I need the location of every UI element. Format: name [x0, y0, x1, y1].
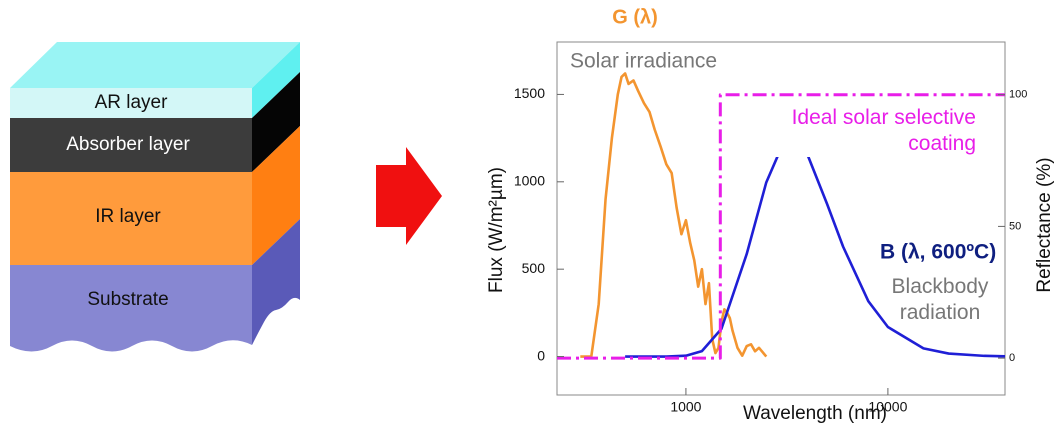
series-line	[557, 93, 1005, 360]
x-tick-label: 10000	[868, 399, 907, 415]
top-face	[10, 42, 300, 88]
y-tick-label: 0	[537, 347, 545, 363]
series-label: Blackbody radiation	[891, 275, 989, 324]
x-axis-label: Wavelength (nm)	[743, 403, 887, 424]
series-label: Ideal solar selective coating	[726, 105, 976, 157]
series-label: Solar irradiance	[570, 50, 717, 73]
y2-tick-label: 50	[1009, 220, 1021, 232]
layer-diagram: AR layer Absorber layer IR layer Substra…	[10, 42, 300, 352]
annotation: G (λ)	[612, 6, 658, 28]
ar-layer	[10, 88, 252, 118]
arrow	[376, 147, 442, 245]
series-line	[580, 72, 768, 358]
y-tick-label: 1000	[514, 173, 545, 189]
plot-frame	[556, 41, 1006, 396]
layer-label: Substrate	[87, 289, 168, 310]
layer-label: Absorber layer	[66, 134, 190, 155]
absorber-layer	[10, 118, 252, 172]
ir-side	[252, 126, 300, 265]
ar-side	[252, 42, 300, 118]
layer-label: IR layer	[95, 206, 161, 227]
y-axis-label: Flux (W/m²µm)	[486, 167, 507, 293]
ir-layer	[10, 172, 252, 265]
y-tick-label: 500	[522, 260, 546, 276]
layer-label: AR layer	[95, 92, 169, 113]
absorber-side	[252, 72, 300, 172]
x-tick-label: 1000	[670, 399, 701, 415]
annotation: B (λ, 600ºC)	[880, 241, 996, 264]
y2-axis-label: Reflectance (%)	[1034, 157, 1055, 292]
y2-tick-label: 100	[1009, 89, 1027, 101]
y-tick-label: 1500	[514, 85, 545, 101]
substrate-layer	[10, 265, 252, 352]
y2-tick-label: 0	[1009, 352, 1015, 364]
substrate-side	[252, 219, 300, 345]
